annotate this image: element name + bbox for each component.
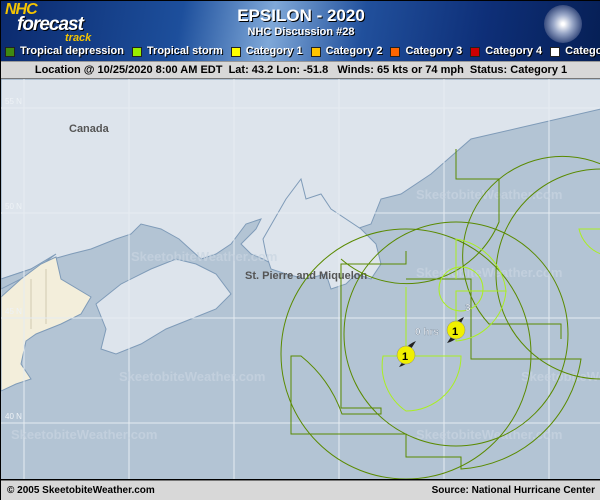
storm-title: EPSILON - 2020 bbox=[237, 6, 365, 25]
legend-label: Tropical storm bbox=[146, 45, 223, 57]
legend-swatch bbox=[5, 46, 15, 57]
legend-swatch bbox=[310, 46, 321, 57]
legend-label: Category 4 bbox=[485, 45, 543, 57]
category-label: 1 bbox=[452, 326, 458, 338]
logo-nhc: NHC bbox=[5, 1, 38, 18]
legend-label: Category 5 bbox=[565, 45, 600, 57]
legend-item: Category 4 bbox=[470, 45, 542, 58]
land-newfoundland bbox=[262, 177, 382, 290]
time-label: 0 hrs bbox=[415, 327, 439, 338]
legend-item: Tropical storm bbox=[131, 45, 223, 58]
lat-label: 55 N bbox=[5, 97, 22, 106]
logo-forecast: forecast bbox=[17, 14, 84, 35]
forecast-cone-inner bbox=[381, 228, 600, 412]
time-label: 3 bbox=[465, 303, 471, 314]
copyright: © 2005 SkeetobiteWeather.com bbox=[7, 485, 155, 496]
label-canada: Canada bbox=[69, 123, 110, 135]
source: Source: National Hurricane Center bbox=[431, 485, 595, 496]
map: 55 N 50 N 45 N 40 N SkeetobiteWeather.co… bbox=[1, 79, 600, 479]
track-point[interactable]: 1 bbox=[446, 317, 466, 343]
label-st-pierre-miquelon: St. Pierre and Miquelon bbox=[245, 270, 368, 282]
watermark: SkeetobiteWeather.com bbox=[416, 265, 562, 280]
watermark: SkeetobiteWeather.com bbox=[416, 187, 562, 202]
nhc-forecast-track-logo: NHC forecast track bbox=[5, 1, 115, 44]
legend-swatch bbox=[131, 46, 142, 57]
legend-swatch bbox=[550, 46, 561, 57]
header: NHC forecast track EPSILON - 2020 NHC Di… bbox=[1, 1, 600, 61]
category-label: 1 bbox=[402, 351, 408, 363]
legend-label: Category 3 bbox=[405, 45, 463, 57]
us-state-border bbox=[30, 269, 47, 329]
legend-label: Category 1 bbox=[245, 45, 303, 57]
status-bar: Location @ 10/25/2020 8:00 AM EDT Lat: 4… bbox=[1, 61, 600, 79]
legend-item: Category 1 bbox=[230, 45, 303, 58]
track-point[interactable]: 1 bbox=[396, 341, 416, 367]
lat-label: 45 N bbox=[5, 307, 22, 316]
watermark: SkeetobiteWeather.com bbox=[521, 369, 600, 384]
legend-swatch bbox=[470, 46, 481, 57]
lat-label: 40 N bbox=[5, 412, 22, 421]
lat-lon-grid bbox=[1, 79, 600, 479]
watermark: SkeetobiteWeather.com bbox=[416, 427, 562, 442]
legend-item: Tropical depression bbox=[5, 45, 124, 58]
legend-item: Category 2 bbox=[310, 45, 383, 58]
discussion-subtitle: NHC Discussion #28 bbox=[247, 26, 355, 38]
legend-label: Category 2 bbox=[325, 45, 383, 57]
hurricane-satellite-icon bbox=[544, 5, 582, 43]
footer: © 2005 SkeetobiteWeather.com Source: Nat… bbox=[1, 480, 600, 500]
logo-track: track bbox=[65, 32, 92, 44]
hurricane-icon bbox=[446, 320, 466, 340]
legend-item: Category 5 bbox=[550, 45, 600, 58]
legend-item: Category 3 bbox=[390, 45, 462, 58]
legend-label: Tropical depression bbox=[20, 45, 124, 57]
watermark: SkeetobiteWeather.com bbox=[131, 249, 277, 264]
watermark: SkeetobiteWeather.com bbox=[119, 369, 265, 384]
land-nova-scotia bbox=[95, 258, 232, 355]
lat-label: 50 N bbox=[5, 202, 22, 211]
hurricane-icon bbox=[396, 345, 416, 365]
category-legend: Tropical depression Tropical storm Categor… bbox=[1, 44, 600, 59]
legend-swatch bbox=[230, 46, 241, 57]
watermark: SkeetobiteWeather.com bbox=[11, 427, 157, 442]
forecast-cone-outer bbox=[280, 149, 600, 479]
legend-swatch bbox=[390, 46, 401, 57]
